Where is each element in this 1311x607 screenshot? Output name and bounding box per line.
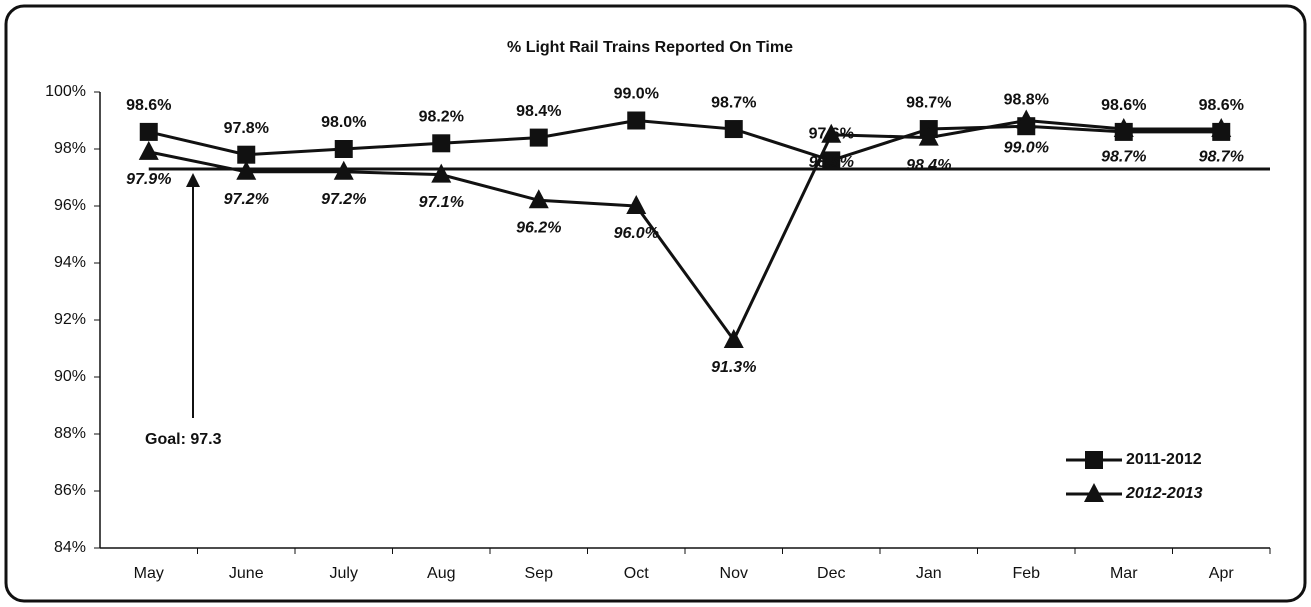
- data-label: 91.3%: [711, 359, 756, 376]
- y-tick-label: 84%: [54, 539, 86, 556]
- x-tick-label: Jan: [916, 565, 942, 582]
- data-label: 98.6%: [126, 97, 171, 114]
- marker: [822, 151, 841, 170]
- y-tick-label: 96%: [54, 197, 86, 214]
- x-tick-label: May: [134, 565, 164, 582]
- data-label: 97.1%: [419, 194, 464, 211]
- data-label: 98.6%: [1199, 97, 1244, 114]
- y-tick-label: 98%: [54, 140, 86, 157]
- y-tick-label: 100%: [45, 83, 86, 100]
- x-tick-label: Dec: [817, 565, 845, 582]
- legend-label: 2011-2012: [1126, 451, 1202, 468]
- x-tick-label: June: [229, 565, 264, 582]
- marker: [432, 134, 451, 153]
- x-tick-label: Nov: [720, 565, 748, 582]
- data-label: 98.6%: [1101, 97, 1146, 114]
- x-tick-label: Apr: [1209, 565, 1235, 582]
- data-label: 98.7%: [906, 94, 951, 111]
- series-line: [148, 118, 1222, 162]
- data-label: 98.2%: [419, 109, 464, 126]
- data-label: 96.2%: [516, 220, 561, 237]
- marker: [139, 122, 158, 141]
- x-tick-label: Oct: [624, 565, 649, 582]
- x-tick-label: Sep: [525, 565, 554, 582]
- data-label: 98.7%: [711, 94, 756, 111]
- marker: [724, 120, 743, 139]
- data-label: 97.2%: [224, 191, 269, 208]
- marker: [431, 163, 452, 183]
- x-tick-label: July: [330, 565, 358, 582]
- goal-label: Goal: 97.3: [145, 431, 222, 448]
- data-label: 99.0%: [614, 86, 659, 103]
- y-tick-label: 94%: [54, 254, 86, 271]
- data-label: 97.9%: [126, 171, 171, 188]
- legend-marker: [1084, 483, 1104, 502]
- x-tick-label: Mar: [1110, 565, 1138, 582]
- marker: [627, 111, 646, 130]
- data-label: 98.5%: [809, 154, 854, 171]
- chart-title: % Light Rail Trains Reported On Time: [507, 39, 793, 56]
- y-tick-label: 90%: [54, 368, 86, 385]
- data-label: 98.4%: [516, 103, 561, 120]
- y-tick-label: 88%: [54, 425, 86, 442]
- x-tick-label: Aug: [427, 565, 455, 582]
- data-label: 98.8%: [1004, 91, 1049, 108]
- data-label: 96.0%: [614, 225, 659, 242]
- marker: [918, 126, 939, 146]
- marker: [236, 160, 257, 180]
- marker: [333, 160, 354, 180]
- x-tick-label: Feb: [1012, 565, 1040, 582]
- legend-label: 2012-2013: [1125, 485, 1203, 502]
- marker: [723, 328, 744, 348]
- marker: [821, 123, 842, 143]
- marker: [237, 145, 256, 164]
- marker: [626, 195, 647, 214]
- marker: [1211, 118, 1232, 138]
- data-label: 97.2%: [321, 191, 366, 208]
- y-tick-label: 86%: [54, 482, 86, 499]
- frame: [4, 4, 1307, 603]
- marker: [1016, 109, 1037, 129]
- marker: [138, 140, 159, 160]
- marker: [528, 189, 549, 209]
- data-label: 98.7%: [1199, 148, 1244, 165]
- data-label: 98.7%: [1101, 148, 1146, 165]
- legend-marker: [1085, 451, 1103, 469]
- data-label: 98.4%: [906, 157, 951, 174]
- data-label: 99.0%: [1004, 140, 1049, 157]
- data-label: 98.0%: [321, 114, 366, 131]
- goal-arrowhead: [186, 172, 200, 187]
- marker: [529, 128, 548, 147]
- data-label: 97.8%: [224, 120, 269, 137]
- marker: [1113, 118, 1134, 138]
- marker: [334, 140, 353, 158]
- y-tick-label: 92%: [54, 311, 86, 328]
- series-line: [148, 118, 1222, 343]
